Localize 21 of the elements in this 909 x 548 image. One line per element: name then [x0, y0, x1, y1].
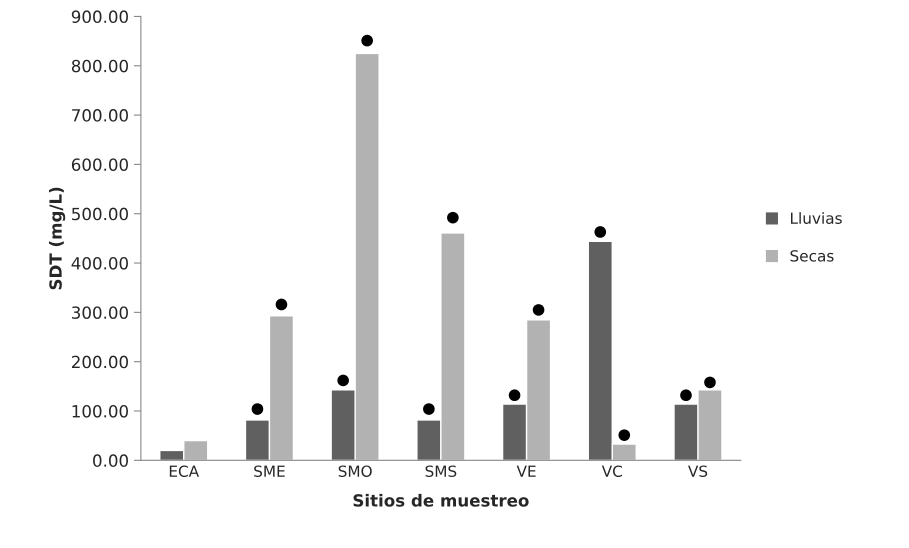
y-tick-label: 200.00: [72, 356, 128, 368]
y-tick-label: 600.00: [72, 158, 128, 171]
legend-label: Lluvias: [791, 212, 842, 224]
x-tick-label: SMS: [426, 465, 456, 478]
y-tick-label: 900.00: [72, 10, 128, 24]
x-tick-label: ECA: [170, 465, 200, 478]
x-tick-label: SMO: [338, 465, 372, 478]
x-tick-label: VS: [688, 465, 708, 478]
y-tick-label: 0.00: [93, 454, 128, 467]
y-tick-label: 800.00: [72, 60, 128, 72]
y-tick-label: 300.00: [72, 306, 128, 319]
y-tick-label: 500.00: [72, 208, 128, 220]
y-tick-label: 100.00: [72, 404, 128, 418]
y-tick-label: 700.00: [72, 109, 128, 122]
x-tick-label: VC: [602, 465, 622, 478]
x-tick-label: SME: [254, 465, 285, 478]
legend-label: Secas: [790, 250, 834, 262]
y-tick-label: 400.00: [72, 257, 128, 270]
x-tick-label: VE: [516, 466, 536, 477]
x-axis-title: Sitios de muestreo: [354, 494, 529, 507]
y-axis-title: SDT (mg/L): [48, 188, 66, 290]
